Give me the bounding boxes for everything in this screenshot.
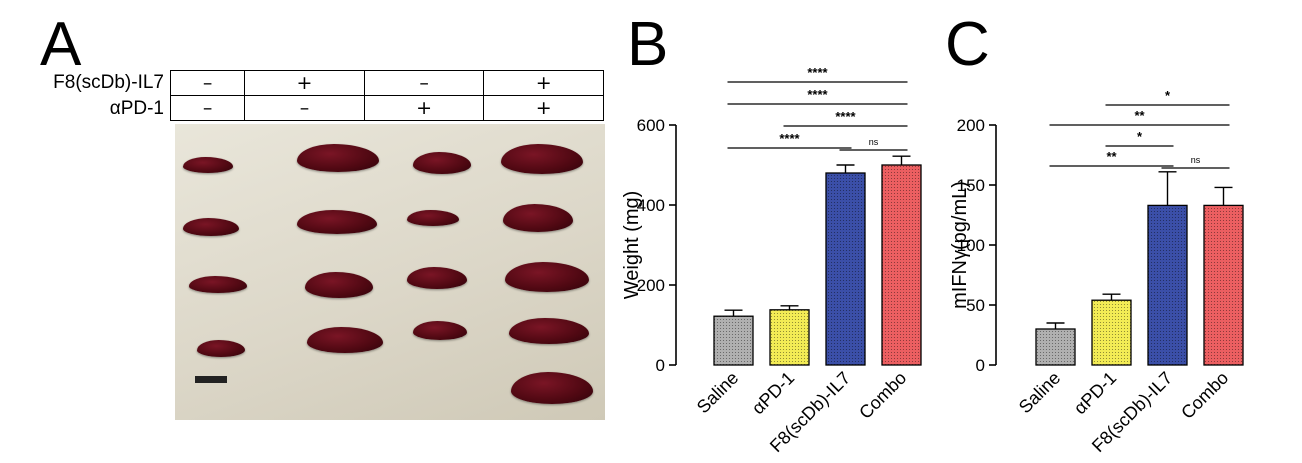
spleen-icon xyxy=(305,272,373,298)
bar-texture xyxy=(1204,205,1243,365)
x-tick-label: αPD-1 xyxy=(748,368,799,419)
table-row: – + – + xyxy=(169,70,604,96)
significance-label: * xyxy=(1165,88,1171,103)
y-tick-label: 0 xyxy=(976,356,985,375)
spleen-icon xyxy=(509,318,589,344)
y-tick-label: 200 xyxy=(957,116,985,135)
significance-label: **** xyxy=(807,65,828,80)
bar-texture xyxy=(1036,329,1075,365)
y-tick-label: 0 xyxy=(656,356,665,375)
significance-label: **** xyxy=(835,109,856,124)
x-tick-label: Combo xyxy=(1177,368,1232,423)
spleen-icon xyxy=(183,218,239,236)
bar-texture xyxy=(770,309,809,365)
significance-label: ns xyxy=(1191,155,1201,165)
x-tick-label: Saline xyxy=(1015,368,1065,418)
row-label-apd1: αPD-1 xyxy=(109,98,164,119)
significance-label: ** xyxy=(1134,108,1145,123)
table-cell: – xyxy=(244,95,365,121)
spleen-icon xyxy=(505,262,589,292)
significance-label: ** xyxy=(1106,149,1117,164)
table-cell: + xyxy=(244,70,365,96)
panel-label-c: C xyxy=(945,10,990,79)
table-cell: – xyxy=(169,95,246,121)
scale-bar-icon xyxy=(195,376,227,383)
y-axis-label: Weight (mg) xyxy=(621,191,643,300)
y-tick-label: 100 xyxy=(957,236,985,255)
table-cell: + xyxy=(363,95,485,121)
bar-texture xyxy=(1148,205,1187,365)
spleen-icon xyxy=(511,372,593,404)
row-label-f8: F8(scDb)-IL7 xyxy=(53,72,164,93)
spleen-icon xyxy=(197,340,245,357)
table-cell: + xyxy=(483,95,604,121)
spleen-icon xyxy=(501,144,583,174)
panel-label-a: A xyxy=(40,10,82,79)
bar-texture xyxy=(826,173,865,365)
spleen-icon xyxy=(297,144,379,172)
significance-label: * xyxy=(1137,129,1143,144)
table-row: – – + + xyxy=(169,95,604,121)
y-axis-label: mIFNγ(pg/mL) xyxy=(949,181,971,309)
spleen-icon xyxy=(413,152,471,174)
y-tick-label: 50 xyxy=(966,296,985,315)
spleen-icon xyxy=(407,267,467,289)
spleen-icon xyxy=(407,210,459,226)
y-tick-label: 400 xyxy=(637,196,665,215)
x-tick-label: αPD-1 xyxy=(1070,368,1121,419)
table-cell: – xyxy=(363,70,485,96)
significance-label: ns xyxy=(869,137,879,147)
bar-texture xyxy=(1092,300,1131,365)
spleen-photo xyxy=(175,124,605,420)
table-cell: + xyxy=(483,70,604,96)
x-tick-label: Combo xyxy=(855,368,910,423)
spleen-icon xyxy=(503,204,573,232)
bar-texture xyxy=(714,316,753,365)
spleen-icon xyxy=(297,210,377,234)
spleen-icon xyxy=(413,321,467,340)
y-tick-label: 200 xyxy=(637,276,665,295)
panel-label-b: B xyxy=(627,10,669,79)
spleen-icon xyxy=(183,157,233,173)
y-tick-label: 600 xyxy=(637,116,665,135)
table-cell: – xyxy=(169,70,246,96)
x-tick-label: Saline xyxy=(693,368,743,418)
bar-texture xyxy=(882,165,921,365)
significance-label: **** xyxy=(807,87,828,102)
treatment-table: – + – + – – + + xyxy=(169,70,604,121)
spleen-icon xyxy=(307,327,383,353)
y-tick-label: 150 xyxy=(957,176,985,195)
significance-label: **** xyxy=(779,131,800,146)
spleen-icon xyxy=(189,276,247,293)
